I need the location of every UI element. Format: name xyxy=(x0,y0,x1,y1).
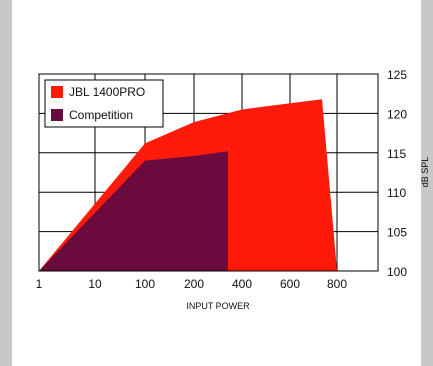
series-area-competition xyxy=(39,151,228,271)
x-tick-label: 200 xyxy=(184,277,204,291)
x-tick-label: 10 xyxy=(88,277,102,291)
x-tick-label: 600 xyxy=(280,277,300,291)
x-tick-labels: 1 10 100 200 400 600 800 xyxy=(36,277,348,291)
x-tick-label: 800 xyxy=(327,277,347,291)
legend-swatch-competition xyxy=(51,109,63,121)
y-tick-label: 105 xyxy=(387,226,407,240)
y-tick-label: 120 xyxy=(387,107,407,121)
plot-border xyxy=(38,73,379,272)
x-tick-label: 1 xyxy=(36,277,43,291)
y-tick-label: 115 xyxy=(387,147,406,161)
y-tick-labels: 100 105 110 115 120 125 xyxy=(387,68,407,279)
y-tick-label: 110 xyxy=(387,186,406,200)
legend-box xyxy=(44,79,164,128)
y-axis-title: dB SPL xyxy=(420,157,430,188)
legend-swatch-jbl xyxy=(51,86,63,98)
legend: JBL 1400PRO Competition xyxy=(44,79,164,128)
x-axis-title: INPUT POWER xyxy=(186,301,250,311)
x-tick-label: 400 xyxy=(232,277,252,291)
y-tick-label: 125 xyxy=(387,68,407,82)
legend-label-competition: Competition xyxy=(69,108,133,122)
x-tick-label: 100 xyxy=(135,277,155,291)
legend-label-jbl: JBL 1400PRO xyxy=(69,85,145,99)
series-areas xyxy=(39,99,337,271)
y-tick-label: 100 xyxy=(387,265,407,279)
